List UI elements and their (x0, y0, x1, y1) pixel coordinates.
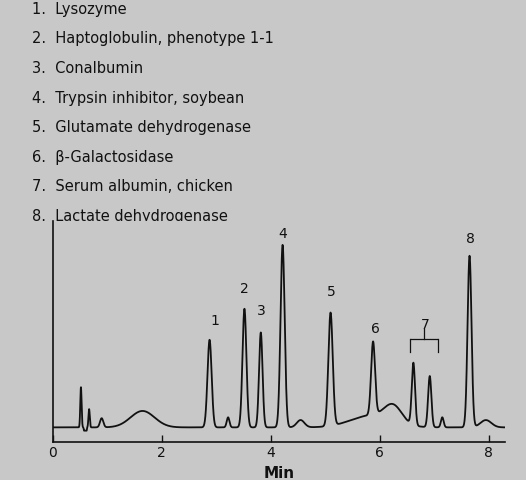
Text: 3: 3 (257, 303, 266, 317)
Text: 3.  Conalbumin: 3. Conalbumin (32, 61, 143, 76)
Text: 2.  Haptoglobulin, phenotype 1-1: 2. Haptoglobulin, phenotype 1-1 (32, 31, 274, 47)
Text: 1.  Lysozyme: 1. Lysozyme (32, 2, 126, 17)
Text: 8.  Lactate dehydrogenase: 8. Lactate dehydrogenase (32, 209, 227, 224)
Text: 5.  Glutamate dehydrogenase: 5. Glutamate dehydrogenase (32, 120, 250, 135)
Text: 6: 6 (371, 322, 380, 336)
Text: 4.  Trypsin inhibitor, soybean: 4. Trypsin inhibitor, soybean (32, 91, 244, 106)
Text: 7: 7 (421, 318, 430, 332)
Text: 5: 5 (327, 285, 336, 299)
Text: 4: 4 (278, 227, 287, 241)
X-axis label: Min: Min (263, 466, 295, 480)
Text: 1: 1 (210, 314, 219, 328)
Text: 7.  Serum albumin, chicken: 7. Serum albumin, chicken (32, 180, 232, 194)
Text: 2: 2 (240, 282, 249, 296)
Text: 8: 8 (466, 232, 475, 246)
Text: 6.  β-Galactosidase: 6. β-Galactosidase (32, 150, 173, 165)
